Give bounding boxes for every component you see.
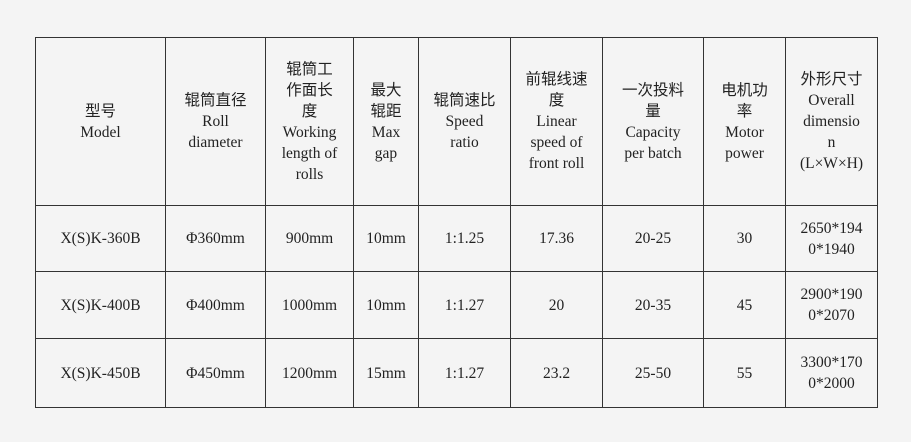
cell-roll-diameter: Φ450mm xyxy=(165,338,266,408)
header-roll-diameter: 辊筒直径 Roll diameter xyxy=(165,37,266,206)
cell-linear-speed: 23.2 xyxy=(510,338,603,408)
header-model: 型号 Model xyxy=(35,37,166,206)
cell-speed-ratio: 1:1.25 xyxy=(418,205,511,272)
cell-roll-diameter: Φ400mm xyxy=(165,271,266,339)
table-row: X(S)K-400B Φ400mm 1000mm 10mm 1:1.27 20 … xyxy=(35,271,878,339)
cell-motor-power: 45 xyxy=(703,271,786,339)
cell-dimension: 2900*190 0*2070 xyxy=(785,271,878,339)
cell-working-length: 1000mm xyxy=(265,271,354,339)
spec-table: 型号 Model 辊筒直径 Roll diameter 辊筒工 作面长 度 Wo… xyxy=(35,37,878,408)
cell-max-gap: 10mm xyxy=(353,271,419,339)
cell-model: X(S)K-400B xyxy=(35,271,166,339)
cell-dimension: 3300*170 0*2000 xyxy=(785,338,878,408)
header-row: 型号 Model 辊筒直径 Roll diameter 辊筒工 作面长 度 Wo… xyxy=(35,37,878,206)
cell-linear-speed: 20 xyxy=(510,271,603,339)
cell-model: X(S)K-360B xyxy=(35,205,166,272)
cell-working-length: 900mm xyxy=(265,205,354,272)
cell-motor-power: 55 xyxy=(703,338,786,408)
table-row: X(S)K-450B Φ450mm 1200mm 15mm 1:1.27 23.… xyxy=(35,338,878,408)
cell-model: X(S)K-450B xyxy=(35,338,166,408)
header-dimension: 外形尺寸 Overall dimensio n (L×W×H) xyxy=(785,37,878,206)
cell-working-length: 1200mm xyxy=(265,338,354,408)
cell-linear-speed: 17.36 xyxy=(510,205,603,272)
cell-roll-diameter: Φ360mm xyxy=(165,205,266,272)
cell-capacity: 20-35 xyxy=(602,271,704,339)
header-capacity: 一次投料 量 Capacity per batch xyxy=(602,37,704,206)
header-motor-power: 电机功 率 Motor power xyxy=(703,37,786,206)
cell-dimension: 2650*194 0*1940 xyxy=(785,205,878,272)
cell-speed-ratio: 1:1.27 xyxy=(418,271,511,339)
header-linear-speed: 前辊线速 度 Linear speed of front roll xyxy=(510,37,603,206)
cell-max-gap: 10mm xyxy=(353,205,419,272)
cell-speed-ratio: 1:1.27 xyxy=(418,338,511,408)
cell-capacity: 20-25 xyxy=(602,205,704,272)
cell-capacity: 25-50 xyxy=(602,338,704,408)
header-max-gap: 最大 辊距 Max gap xyxy=(353,37,419,206)
header-speed-ratio: 辊筒速比 Speed ratio xyxy=(418,37,511,206)
cell-max-gap: 15mm xyxy=(353,338,419,408)
header-working-length: 辊筒工 作面长 度 Working length of rolls xyxy=(265,37,354,206)
table-row: X(S)K-360B Φ360mm 900mm 10mm 1:1.25 17.3… xyxy=(35,205,878,272)
cell-motor-power: 30 xyxy=(703,205,786,272)
